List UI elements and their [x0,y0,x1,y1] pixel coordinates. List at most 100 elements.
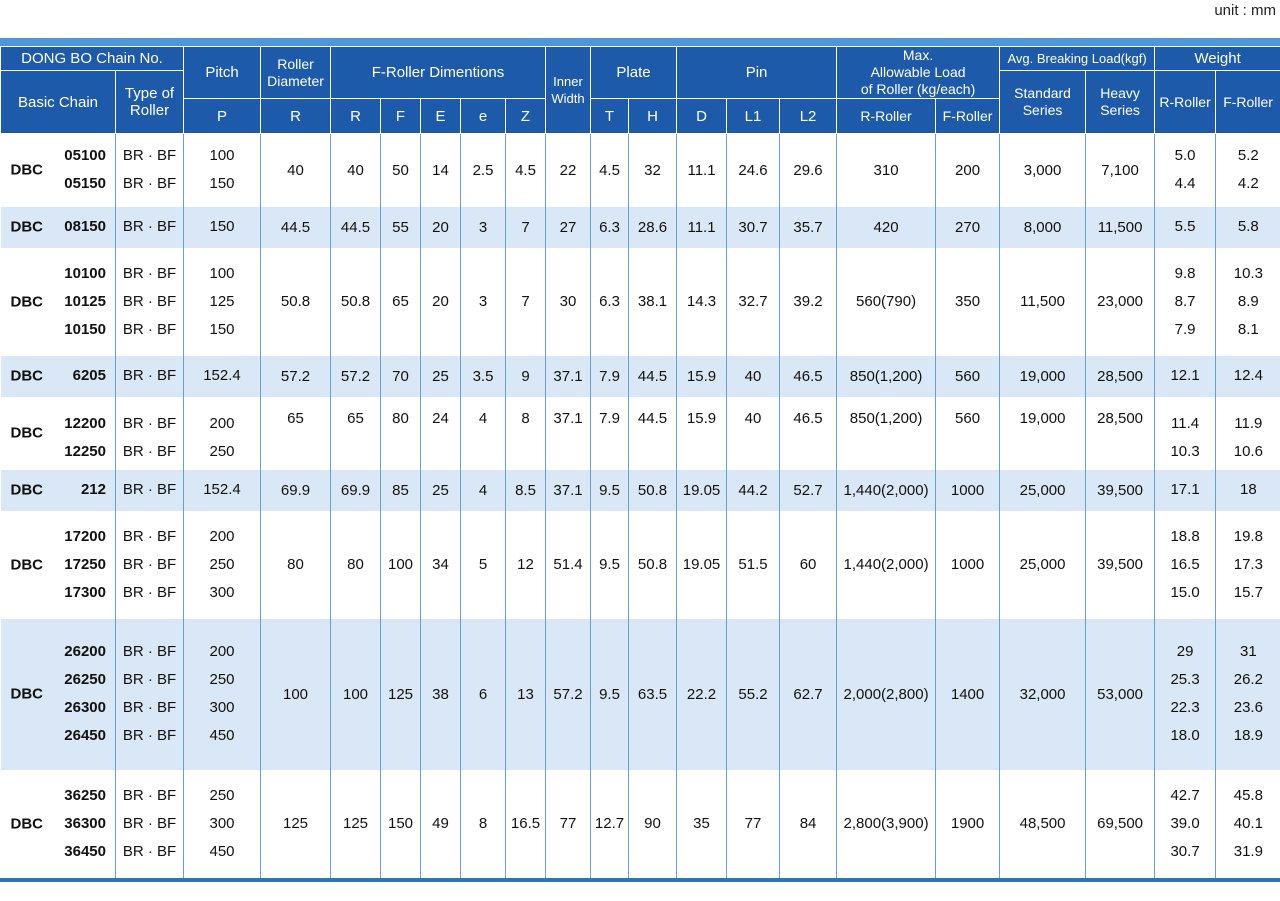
subheader-fr-e: E [420,98,461,134]
chain-number: 17200 [64,527,106,545]
cell-fr-z: 13 [505,618,546,770]
chain-prefix: DBC [10,481,44,499]
cell-fr-e-small: 3 [460,247,506,356]
table-row: DBC 6205 BR · BF 152.4 57.2 57.2 70 25 3.5 9 37.1 7… [0,355,1280,397]
cell-fr-f: 125 [380,618,421,770]
chain-prefix: DBC [10,293,44,310]
cell-weight-r-roller: 17.1 [1154,469,1217,511]
cell-fr-f: 55 [380,206,421,248]
cell-inner-width: 57.2 [545,618,591,770]
cell-load-f-roller: 350 [935,247,1001,356]
cell-fr-z: 7 [505,206,546,248]
cell-weight-f-roller-line: 31 [1239,643,1257,660]
cell-weight-r-roller-line: 18.0 [1170,727,1200,744]
cell-fr-r: 50.8 [330,247,381,356]
cell-type-of-roller: BR · BF [115,206,184,248]
cell-pin-d: 15.9 [676,396,728,470]
header-avg-breaking-load: Avg. Breaking Load(kgf) [999,46,1156,71]
chain-prefix: DBC [10,815,44,832]
cell-weight-r-roller: 12.1 [1154,355,1217,397]
cell-plate-t: 7.9 [590,355,629,397]
cell-type-of-roller-line: BR · BF [122,147,177,165]
cell-basic-chain: DBC 6205 [0,355,116,397]
cell-weight-r-roller: 5.0 4.4 [1154,133,1217,207]
cell-weight-f-roller-line: 26.2 [1233,671,1263,688]
cell-weight-r-roller-line: 22.3 [1170,699,1200,716]
cell-weight-f-roller: 5.2 4.2 [1215,133,1280,207]
cell-load-f-roller: 560 [935,396,1001,470]
cell-load-r-roller: 2,800(3,900) [836,769,937,878]
cell-pitch: 150 [183,206,261,248]
chain-prefix: DBC [10,161,44,179]
cell-weight-r-roller: 42.7 39.0 30.7 [1154,769,1217,878]
cell-load-f-roller: 1000 [935,469,1001,511]
cell-fr-z: 9 [505,355,546,397]
subheader-plate-t: T [590,98,629,134]
cell-roller-diameter: 125 [260,769,331,878]
cell-type-of-roller-line: BR · BF [122,671,177,688]
cell-fr-f: 150 [380,769,421,878]
cell-fr-r: 57.2 [330,355,381,397]
cell-pitch-line: 300 [209,583,235,601]
cell-standard-series: 19,000 [999,396,1087,470]
chain-number: 10125 [64,292,106,310]
cell-pitch: 152.4 [183,469,261,511]
cell-pin-l2: 62.7 [779,618,838,770]
cell-weight-r-roller-line: 30.7 [1170,842,1200,860]
cell-pitch: 152.4 [183,355,261,397]
cell-pin-l2: 35.7 [779,206,838,248]
cell-type-of-roller-line: BR · BF [122,481,177,498]
cell-load-f-roller: 270 [935,206,1001,248]
cell-fr-z: 8.5 [505,469,546,511]
cell-load-r-roller: 420 [836,206,937,248]
cell-weight-r-roller-line: 5.5 [1174,218,1196,235]
cell-heavy-series: 28,500 [1085,396,1156,470]
cell-weight-r-roller-line: 39.0 [1170,814,1200,832]
header-type-of-roller: Type of Roller [115,70,184,134]
cell-weight-r-roller-line: 4.4 [1174,175,1196,193]
cell-weight-f-roller-line: 40.1 [1233,814,1263,832]
chain-number: 26450 [64,727,106,744]
header-inner-width: Inner Width [545,46,591,134]
cell-pitch-line: 152.4 [203,481,241,498]
cell-plate-h: 44.5 [627,355,678,397]
cell-pin-d: 11.1 [676,206,728,248]
cell-pitch-line: 300 [209,814,235,832]
cell-type-of-roller: BR · BF BR · BF BR · BF [115,247,184,356]
cell-standard-series: 11,500 [999,247,1087,356]
cell-weight-f-roller: 19.8 17.3 15.7 [1215,510,1280,619]
chain-number: 05100 [64,147,106,165]
cell-pin-l2: 46.5 [779,355,838,397]
cell-fr-f: 70 [380,355,421,397]
chain-prefix: DBC [10,685,44,703]
cell-pin-d: 19.05 [676,469,728,511]
cell-pitch-line: 100 [209,147,235,165]
chain-prefix: DBC [10,218,44,236]
cell-pin-l1: 40 [726,396,781,470]
cell-roller-diameter: 44.5 [260,206,331,248]
cell-type-of-roller-line: BR · BF [122,218,177,235]
cell-pitch-line: 150 [209,320,235,338]
cell-type-of-roller-line: BR · BF [122,442,177,460]
chain-spec-table-wrap: DONG BO Chain No. Pitch Roller Diameter … [0,38,1280,882]
cell-plate-t: 9.5 [590,510,629,619]
cell-heavy-series: 39,500 [1085,469,1156,511]
cell-weight-r-roller-line: 25.3 [1170,671,1200,688]
subheader-pin-l1: L1 [726,98,781,134]
cell-weight-f-roller-line: 10.3 [1233,264,1263,282]
cell-standard-series: 19,000 [999,355,1087,397]
cell-type-of-roller-line: BR · BF [122,527,177,545]
cell-plate-h: 32 [627,133,678,207]
cell-weight-r-roller-line: 10.3 [1170,442,1200,460]
subheader-pin-d: D [676,98,728,134]
cell-heavy-series: 53,000 [1085,618,1156,770]
cell-fr-e: 25 [420,469,461,511]
cell-roller-diameter: 80 [260,510,331,619]
header-weight: Weight [1154,46,1280,71]
cell-load-r-roller: 1,440(2,000) [836,510,937,619]
table-row: DBC 36250 36300 36450 BR · BF BR · BF BR · BF 2… [0,769,1280,878]
cell-heavy-series: 23,000 [1085,247,1156,356]
cell-weight-f-roller-line: 10.6 [1233,442,1263,460]
cell-load-r-roller: 1,440(2,000) [836,469,937,511]
cell-pin-l1: 55.2 [726,618,781,770]
